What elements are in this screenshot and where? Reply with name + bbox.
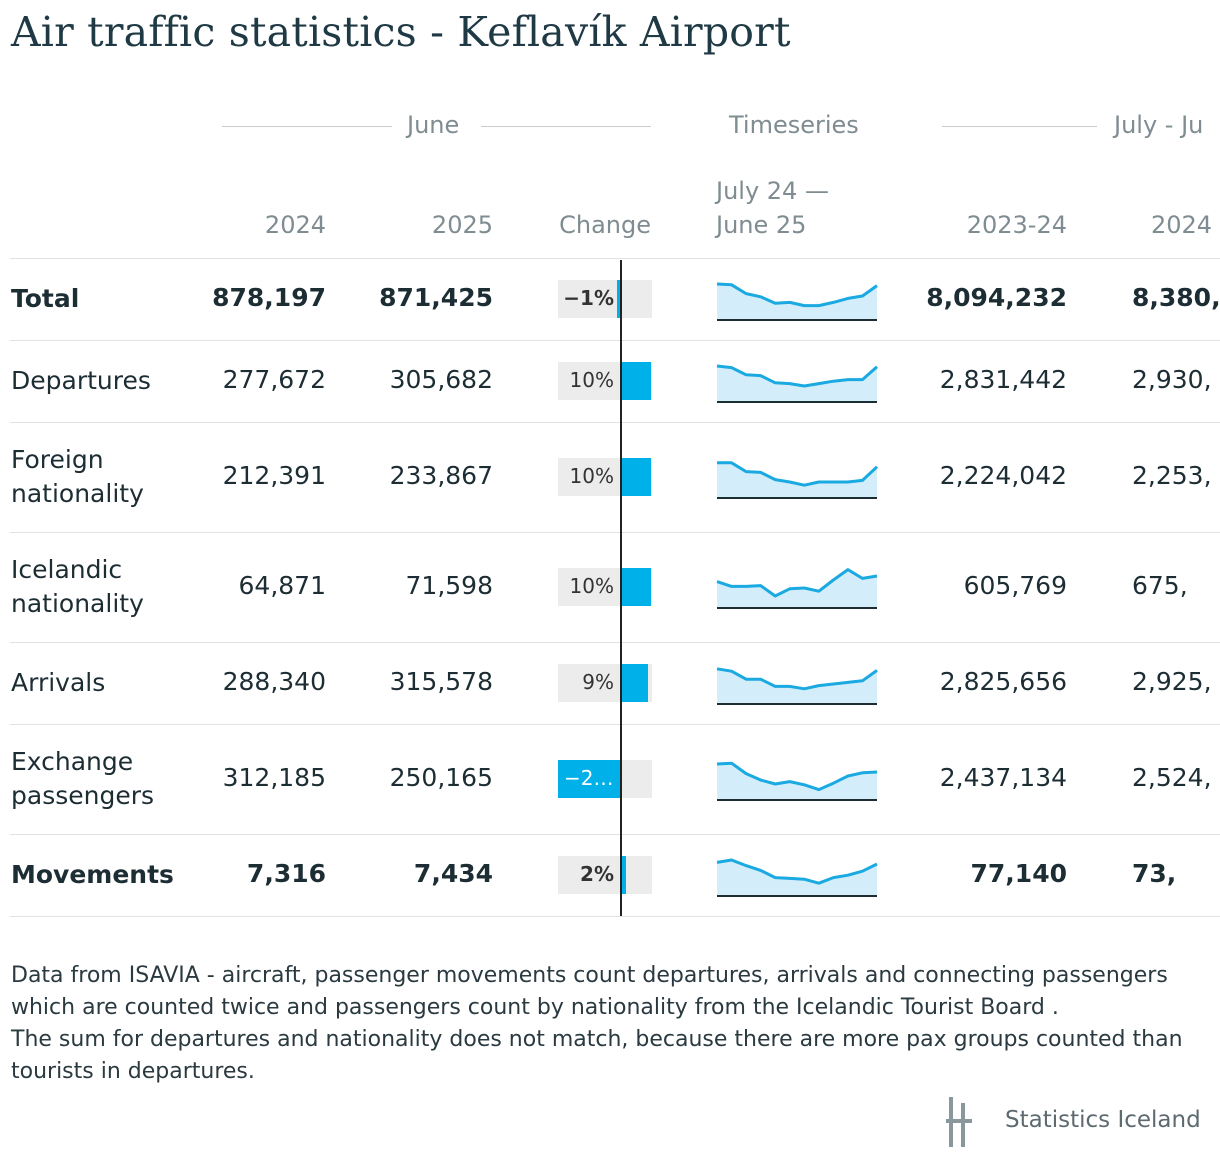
timeseries-sparkline	[716, 568, 878, 609]
june-group-rule-right	[481, 126, 651, 127]
change-bar	[620, 458, 651, 496]
value-annual-2023-24: 2,224,042	[939, 461, 1067, 490]
sparkline-area	[717, 860, 877, 896]
value-june-2024: 288,340	[222, 667, 326, 696]
sparkline-line	[717, 461, 879, 487]
change-label: 9%	[582, 670, 614, 694]
value-annual-2024-25: 2,524,	[1132, 763, 1212, 792]
col-header-annual-2024-25: 2024	[1151, 211, 1213, 239]
sparkline-area	[717, 462, 877, 498]
timeseries-sparkline	[716, 667, 878, 705]
row-divider	[10, 834, 1220, 835]
value-annual-2023-24: 2,825,656	[939, 667, 1067, 696]
change-label: 2%	[580, 862, 614, 886]
col-header-june-2025: 2025	[431, 211, 493, 239]
june-group-rule-left	[222, 126, 392, 127]
sparkline-line	[716, 282, 878, 308]
value-june-2025: 233,867	[389, 461, 493, 490]
sparkline-line	[716, 858, 878, 885]
value-annual-2024-25: 2,925,	[1132, 667, 1212, 696]
sparkline-area	[717, 366, 877, 402]
change-bar	[620, 362, 651, 400]
row-label: Icelandic nationality	[11, 555, 144, 618]
value-annual-2024-25: 2,253,	[1132, 461, 1212, 490]
change-zero-axis	[620, 260, 622, 916]
timeseries-sparkline	[716, 282, 878, 321]
change-bar-background	[558, 856, 652, 894]
change-label: 10%	[569, 574, 614, 598]
row-divider	[10, 422, 1220, 423]
value-june-2024: 212,391	[222, 461, 326, 490]
col-header-timeseries-line2: June 25	[716, 211, 807, 239]
value-june-2025: 315,578	[389, 667, 493, 696]
change-label: 10%	[569, 464, 614, 488]
footnote: Data from ISAVIA - aircraft, passenger m…	[11, 963, 1183, 1084]
col-header-june-2024: 2024	[264, 211, 326, 239]
col-header-annual-2023-24: 2023-24	[966, 211, 1067, 239]
value-annual-2024-25: 73,	[1132, 859, 1177, 888]
sparkline-line	[716, 568, 878, 598]
change-bar	[558, 760, 620, 798]
sparkline-area	[717, 763, 877, 800]
group-header-annual: July - Ju	[1114, 111, 1204, 139]
value-annual-2023-24: 2,831,442	[939, 365, 1067, 394]
row-label: Arrivals	[11, 668, 106, 697]
value-annual-2024-25: 675,	[1132, 571, 1188, 600]
statistics-iceland-logo-text: Statistics Iceland	[1005, 1107, 1201, 1133]
value-annual-2024-25: 8,380,	[1132, 283, 1220, 312]
value-june-2025: 871,425	[379, 283, 493, 312]
timeseries-sparkline	[716, 761, 878, 801]
row-label: Exchange passengers	[11, 747, 155, 810]
value-june-2025: 7,434	[413, 859, 493, 888]
change-bar	[616, 280, 620, 318]
change-bar	[620, 568, 651, 606]
value-annual-2024-25: 2,930,	[1132, 365, 1212, 394]
timeseries-sparkline	[716, 858, 878, 897]
statistics-iceland-logo-icon	[946, 1097, 972, 1147]
group-header-timeseries: Timeseries	[729, 111, 859, 139]
row-label: Departures	[11, 366, 151, 395]
col-header-timeseries-line1: July 24 —	[716, 177, 829, 205]
timeseries-sparkline	[717, 461, 879, 499]
value-annual-2023-24: 605,769	[963, 571, 1067, 600]
change-label: 10%	[569, 368, 614, 392]
value-june-2024: 878,197	[212, 283, 326, 312]
sparkline-line	[716, 364, 878, 388]
change-bar	[620, 856, 627, 894]
value-annual-2023-24: 2,437,134	[939, 763, 1067, 792]
row-label: Total	[11, 284, 80, 313]
col-header-change: Change	[559, 211, 651, 239]
group-header-june: June	[407, 111, 460, 139]
row-divider	[10, 724, 1220, 725]
value-june-2024: 7,316	[246, 859, 326, 888]
sparkline-line	[716, 667, 878, 691]
sparkline-line	[716, 761, 878, 792]
value-june-2025: 305,682	[389, 365, 493, 394]
value-annual-2023-24: 77,140	[970, 859, 1067, 888]
change-label: −1%	[563, 286, 614, 310]
value-june-2024: 64,871	[238, 571, 326, 600]
row-divider	[10, 258, 1220, 259]
sparkline-area	[717, 284, 877, 320]
value-june-2025: 71,598	[405, 571, 493, 600]
value-june-2024: 277,672	[222, 365, 326, 394]
change-bar	[620, 664, 648, 702]
annual-group-rule-left	[942, 126, 1097, 127]
row-divider	[10, 642, 1220, 643]
value-june-2024: 312,185	[222, 763, 326, 792]
row-label: Foreign nationality	[11, 445, 144, 508]
change-bar-background	[558, 280, 652, 318]
page-title: Air traffic statistics - Keflavík Airpor…	[11, 8, 791, 56]
timeseries-sparkline	[716, 364, 878, 403]
value-annual-2023-24: 8,094,232	[926, 283, 1067, 312]
value-june-2025: 250,165	[389, 763, 493, 792]
row-divider	[10, 340, 1220, 341]
row-label: Movements	[11, 860, 174, 889]
row-divider	[10, 916, 1220, 917]
row-divider	[10, 532, 1220, 533]
change-label: −2…	[564, 766, 614, 790]
sparkline-area	[717, 668, 877, 704]
